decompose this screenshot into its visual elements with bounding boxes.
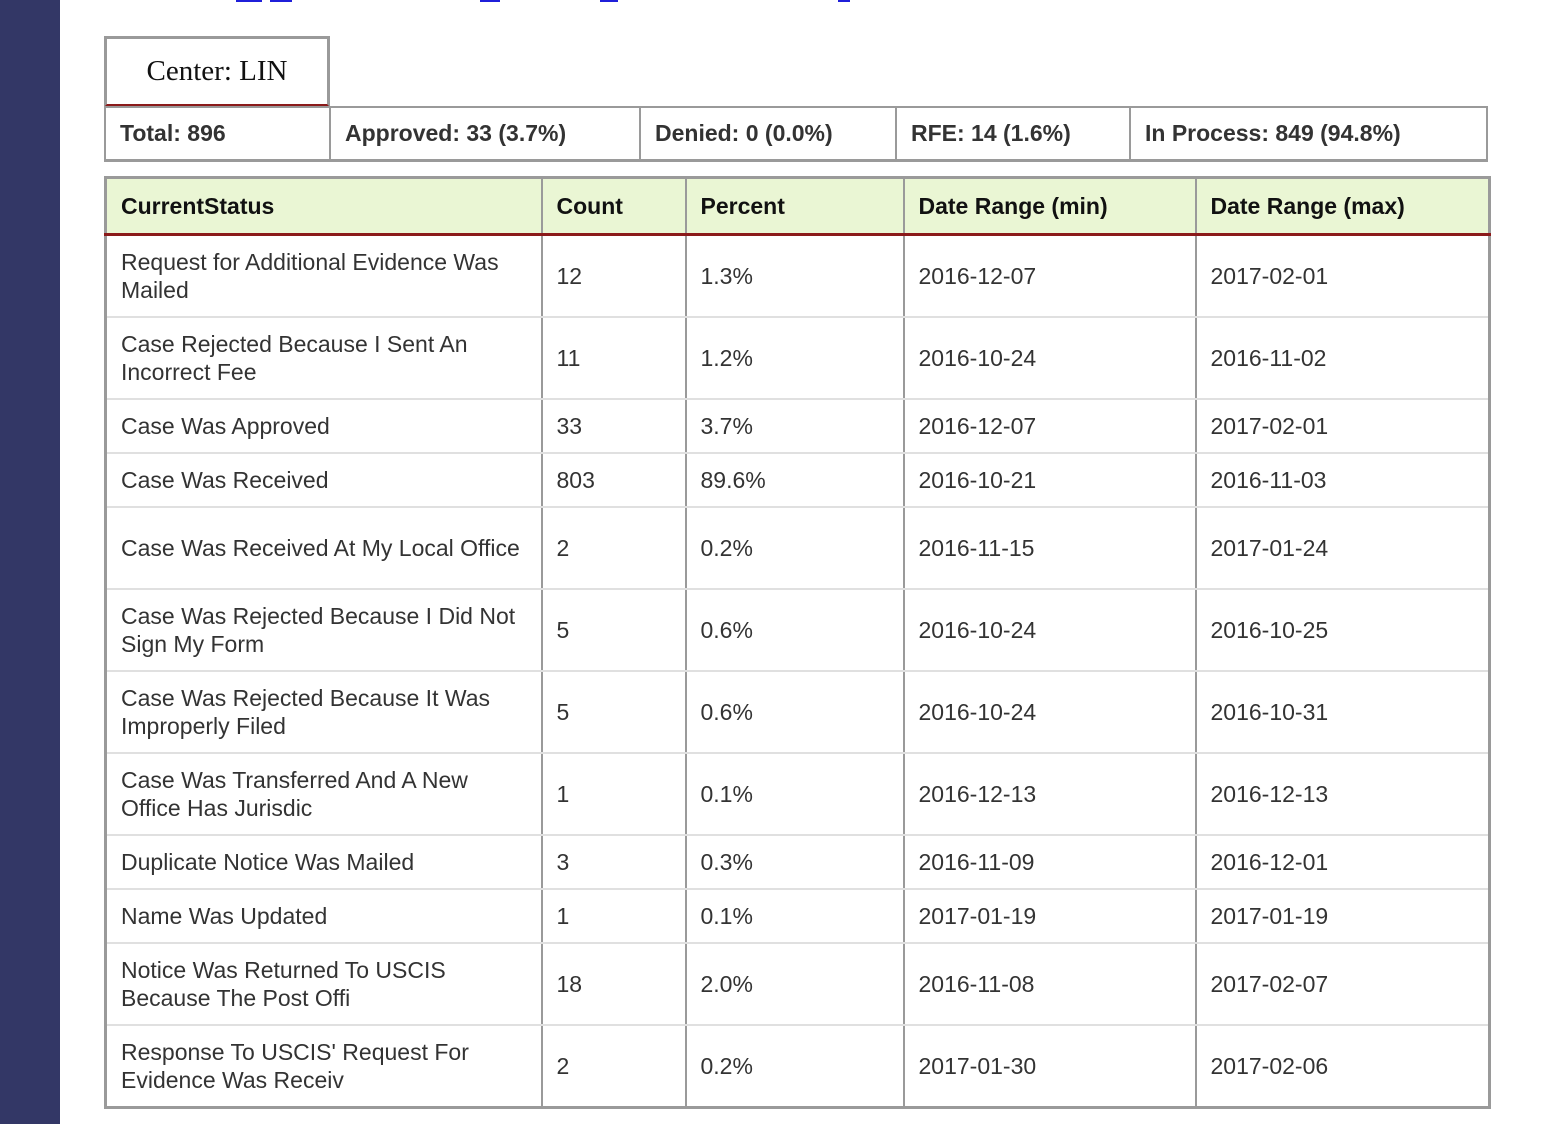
cell-count: 12: [541, 234, 687, 318]
table-row: Case Was Transferred And A New Office Ha…: [105, 753, 1490, 836]
cell-count: 1: [541, 753, 687, 836]
table-row: Case Was Approved 33 3.7% 2016-12-07 201…: [105, 399, 1490, 454]
column-header-count[interactable]: Count: [541, 177, 687, 236]
cell-percent: 0.2%: [685, 507, 905, 590]
cell-count: 5: [541, 671, 687, 754]
cell-count: 3: [541, 835, 687, 890]
cell-date-min: 2016-10-24: [903, 671, 1197, 754]
cell-date-max: 2017-02-01: [1195, 234, 1490, 318]
cell-percent: 0.6%: [685, 589, 905, 672]
cell-status: Notice Was Returned To USCIS Because The…: [105, 943, 543, 1026]
column-header-date-min[interactable]: Date Range (min): [903, 177, 1197, 236]
cell-date-max: 2016-12-01: [1195, 835, 1490, 890]
cell-date-max: 2016-10-25: [1195, 589, 1490, 672]
cell-count: 5: [541, 589, 687, 672]
status-table: CurrentStatus Count Percent Date Range (…: [104, 176, 1491, 1109]
cutoff-link-fragment: [480, 0, 500, 2]
column-header-current-status[interactable]: CurrentStatus: [105, 177, 543, 236]
cell-date-min: 2016-11-08: [903, 943, 1197, 1026]
cell-status: Case Rejected Because I Sent An Incorrec…: [105, 317, 543, 400]
cell-status: Duplicate Notice Was Mailed: [105, 835, 543, 890]
cell-percent: 89.6%: [685, 453, 905, 508]
cell-date-max: 2016-12-13: [1195, 753, 1490, 836]
cell-count: 18: [541, 943, 687, 1026]
cell-count: 803: [541, 453, 687, 508]
cell-count: 33: [541, 399, 687, 454]
cell-percent: 0.2%: [685, 1025, 905, 1108]
table-row: Duplicate Notice Was Mailed 3 0.3% 2016-…: [105, 835, 1490, 890]
cutoff-link-fragment: [838, 0, 850, 2]
cell-status: Case Was Approved: [105, 399, 543, 454]
table-row: Case Was Received At My Local Office 2 0…: [105, 507, 1490, 590]
cell-date-min: 2017-01-19: [903, 889, 1197, 944]
cell-status: Case Was Rejected Because I Did Not Sign…: [105, 589, 543, 672]
cell-date-min: 2016-11-09: [903, 835, 1197, 890]
table-row: Case Was Rejected Because I Did Not Sign…: [105, 589, 1490, 672]
table-row: Notice Was Returned To USCIS Because The…: [105, 943, 1490, 1026]
cell-percent: 1.3%: [685, 234, 905, 318]
cutoff-link-fragment: [600, 0, 618, 2]
table-row: Request for Additional Evidence Was Mail…: [105, 234, 1490, 318]
cell-date-min: 2016-10-24: [903, 317, 1197, 400]
cell-status: Case Was Rejected Because It Was Imprope…: [105, 671, 543, 754]
table-row: Name Was Updated 1 0.1% 2017-01-19 2017-…: [105, 889, 1490, 944]
cutoff-link-fragment: [236, 0, 262, 2]
center-tab[interactable]: Center: LIN: [104, 36, 330, 107]
cell-percent: 0.6%: [685, 671, 905, 754]
cell-status: Request for Additional Evidence Was Mail…: [105, 234, 543, 318]
cell-date-min: 2016-10-24: [903, 589, 1197, 672]
cell-status: Name Was Updated: [105, 889, 543, 944]
table-row: Case Was Received 803 89.6% 2016-10-21 2…: [105, 453, 1490, 508]
cell-status: Case Was Received: [105, 453, 543, 508]
cell-status: Response To USCIS' Request For Evidence …: [105, 1025, 543, 1108]
cell-count: 2: [541, 507, 687, 590]
summary-rfe: RFE: 14 (1.6%): [897, 108, 1131, 159]
table-header-row: CurrentStatus Count Percent Date Range (…: [105, 177, 1490, 236]
cell-percent: 0.3%: [685, 835, 905, 890]
table-row: Case Was Rejected Because It Was Imprope…: [105, 671, 1490, 754]
cell-percent: 0.1%: [685, 753, 905, 836]
cutoff-link-fragment: [270, 0, 292, 2]
cell-date-max: 2017-01-19: [1195, 889, 1490, 944]
cell-count: 2: [541, 1025, 687, 1108]
cell-count: 11: [541, 317, 687, 400]
cell-date-min: 2016-10-21: [903, 453, 1197, 508]
summary-denied: Denied: 0 (0.0%): [641, 108, 897, 159]
cell-date-max: 2016-11-02: [1195, 317, 1490, 400]
summary-in-process: In Process: 849 (94.8%): [1145, 120, 1401, 146]
cell-date-min: 2016-12-13: [903, 753, 1197, 836]
cell-date-max: 2017-02-01: [1195, 399, 1490, 454]
left-sidebar-bar: [0, 0, 60, 1124]
center-tab-label: Center: LIN: [146, 55, 288, 87]
cell-percent: 1.2%: [685, 317, 905, 400]
cell-date-max: 2016-10-31: [1195, 671, 1490, 754]
cell-percent: 2.0%: [685, 943, 905, 1026]
cell-status: Case Was Received At My Local Office: [105, 507, 543, 590]
cell-count: 1: [541, 889, 687, 944]
cell-date-max: 2017-01-24: [1195, 507, 1490, 590]
cell-percent: 3.7%: [685, 399, 905, 454]
cell-date-min: 2016-12-07: [903, 234, 1197, 318]
cell-status: Case Was Transferred And A New Office Ha…: [105, 753, 543, 836]
cell-date-min: 2016-12-07: [903, 399, 1197, 454]
cell-percent: 0.1%: [685, 889, 905, 944]
summary-bar: Total: 896 Approved: 33 (3.7%) Denied: 0…: [104, 106, 1488, 162]
cell-date-max: 2016-11-03: [1195, 453, 1490, 508]
cell-date-max: 2017-02-06: [1210, 1053, 1329, 1079]
summary-total: Total: 896: [106, 108, 331, 159]
cell-date-min: 2016-11-15: [903, 507, 1197, 590]
table-row: Response To USCIS' Request For Evidence …: [105, 1025, 1490, 1108]
table-row: Case Rejected Because I Sent An Incorrec…: [105, 317, 1490, 400]
cell-date-max: 2017-02-07: [1195, 943, 1490, 1026]
summary-approved: Approved: 33 (3.7%): [331, 108, 641, 159]
cell-date-min: 2017-01-30: [903, 1025, 1197, 1108]
column-header-date-max[interactable]: Date Range (max): [1195, 177, 1490, 236]
column-header-percent[interactable]: Percent: [685, 177, 905, 236]
